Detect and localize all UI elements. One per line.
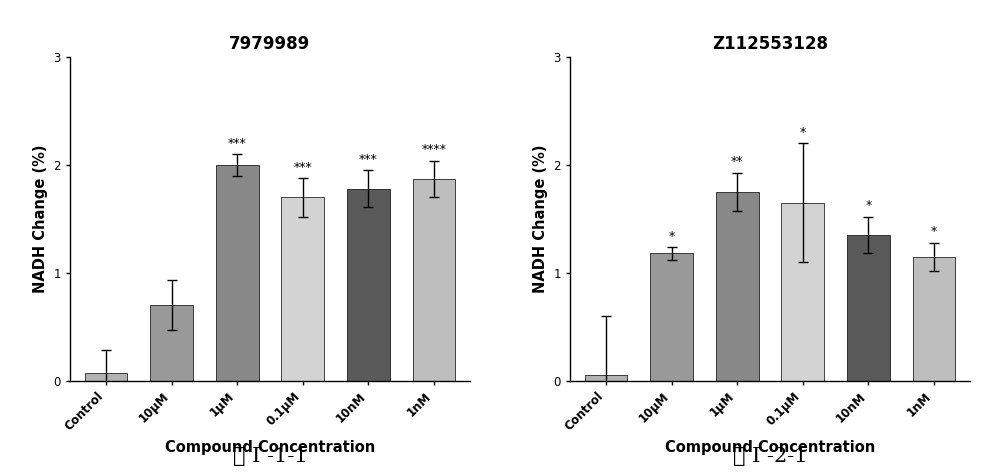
Text: *: * [669,230,675,243]
Bar [216,165,259,381]
Text: ***: *** [359,153,378,166]
Bar [150,305,193,381]
Text: 式 Ⅰ -2-1: 式 Ⅰ -2-1 [733,447,807,466]
Title: 7979989: 7979989 [229,35,311,53]
X-axis label: Compound Concentration: Compound Concentration [165,440,375,456]
Text: *: * [800,126,806,139]
Bar [650,254,693,381]
Text: ****: **** [421,143,446,157]
Text: *: * [931,225,937,238]
Bar [585,376,627,381]
Bar [847,235,890,381]
Bar [413,179,455,381]
Bar [913,257,955,381]
Bar [347,189,390,381]
Text: ***: *** [293,160,312,174]
Bar [281,198,324,381]
Bar [716,192,759,381]
Bar [781,203,824,381]
Text: 式 Ⅰ -1-1: 式 Ⅰ -1-1 [233,447,307,466]
Text: ***: *** [228,137,247,150]
Text: **: ** [731,155,743,168]
Text: *: * [865,199,871,212]
X-axis label: Compound Concentration: Compound Concentration [665,440,875,456]
Y-axis label: NADH Change (%): NADH Change (%) [533,145,548,293]
Y-axis label: NADH Change (%): NADH Change (%) [33,145,48,293]
Bar [85,373,127,381]
Title: Z112553128: Z112553128 [712,35,828,53]
